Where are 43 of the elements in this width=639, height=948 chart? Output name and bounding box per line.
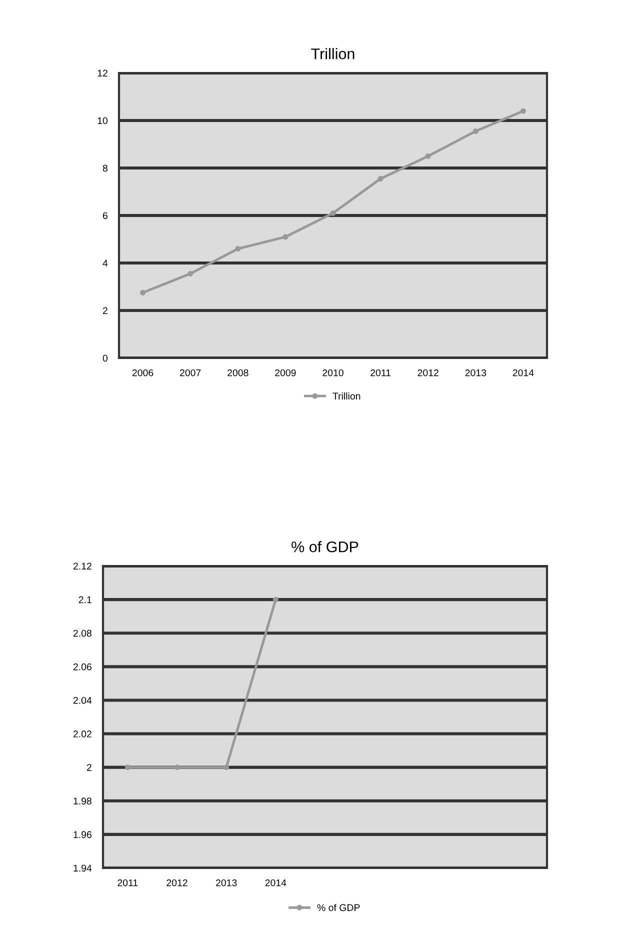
- y-tick-label: 2.02: [73, 730, 92, 738]
- x-tick-label: 2010: [322, 369, 344, 376]
- y-tick-label: 2.08: [73, 630, 92, 637]
- x-tick-label: 2007: [180, 369, 201, 376]
- x-tick-label: 2013: [216, 879, 237, 886]
- y-tick-label: 12: [98, 70, 108, 77]
- y-tick-label: 2.04: [73, 696, 92, 704]
- point: [472, 128, 478, 134]
- legend-label: % of GDP: [317, 904, 360, 912]
- x-tick-label: 2006: [132, 369, 154, 376]
- point: [282, 234, 288, 240]
- x-tick-label: 2008: [228, 369, 248, 376]
- point: [520, 108, 526, 114]
- point: [235, 246, 241, 252]
- x-tick-label: 2011: [118, 879, 138, 886]
- y-tick-label: 1.98: [74, 798, 92, 805]
- y-tick-label: 10: [98, 117, 108, 124]
- legend-label: Trillion: [332, 392, 360, 400]
- y-tick-label: 2: [102, 307, 108, 314]
- y-tick-label: 1.96: [74, 831, 92, 838]
- chart-title: Trillion: [311, 48, 354, 60]
- point: [140, 290, 146, 296]
- y-tick-label: 2.12: [73, 562, 92, 570]
- y-tick-label: 4: [102, 260, 108, 267]
- chart-title: % of GDP: [292, 541, 358, 552]
- x-tick-label: 2012: [418, 369, 438, 376]
- point: [378, 176, 384, 182]
- y-tick-label: 2: [86, 764, 92, 771]
- x-tick-label: 2014: [265, 879, 286, 886]
- y-tick-label: 2.06: [73, 663, 92, 670]
- point: [188, 270, 194, 276]
- y-tick-label: 0: [102, 354, 108, 362]
- x-tick-label: 2009: [275, 369, 296, 376]
- x-tick-label: 2012: [166, 879, 188, 886]
- y-tick-label: 8: [102, 164, 108, 172]
- x-tick-label: 2011: [370, 369, 391, 376]
- x-tick-label: 2013: [465, 369, 486, 376]
- y-tick-label: 2.1: [78, 596, 92, 604]
- point: [330, 210, 336, 216]
- x-tick-label: 2014: [512, 369, 534, 376]
- point: [425, 153, 431, 159]
- y-tick-label: 6: [102, 212, 108, 220]
- y-tick-label: 1.94: [74, 864, 92, 872]
